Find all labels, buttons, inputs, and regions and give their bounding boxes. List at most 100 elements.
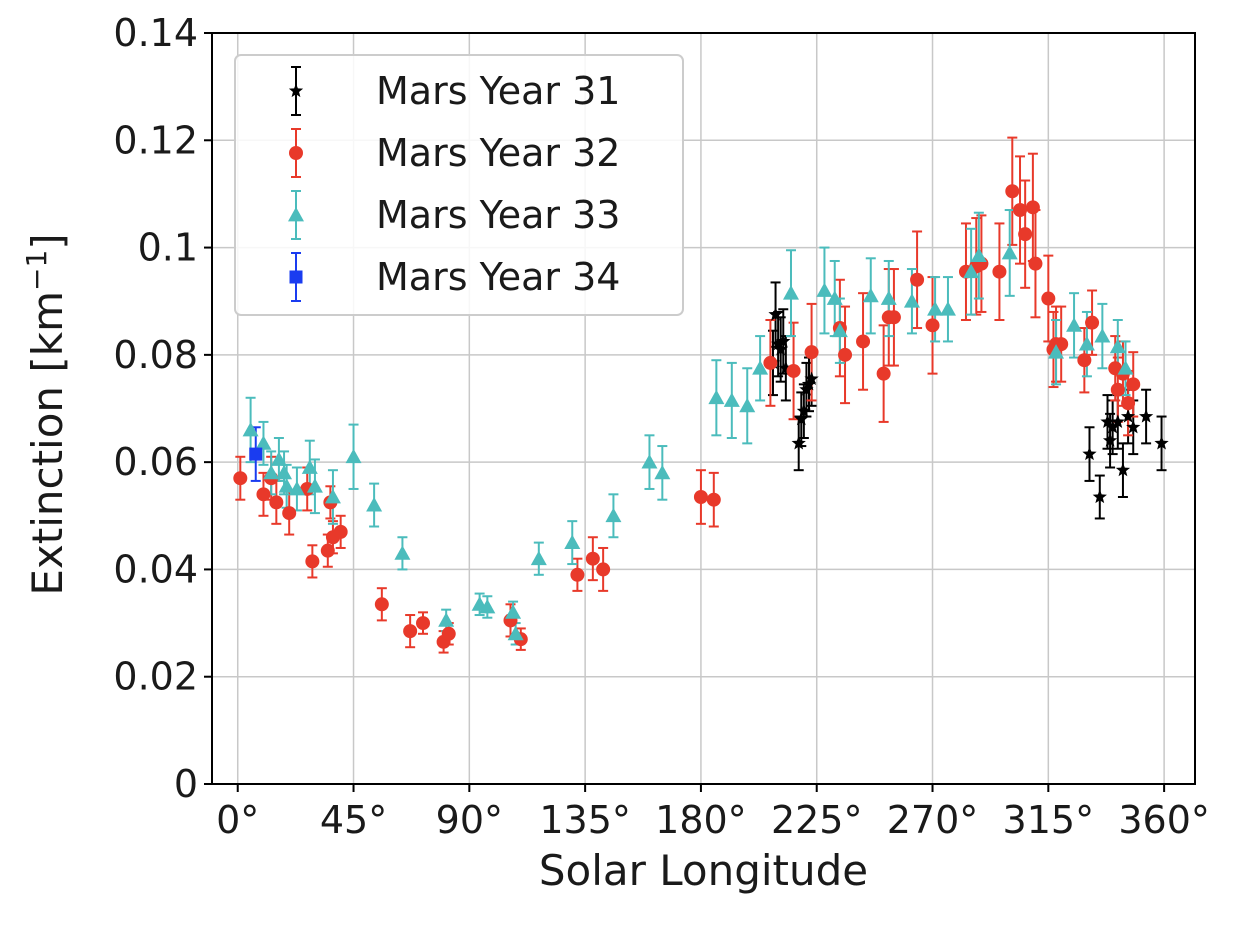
y-tick-label: 0.06 — [113, 440, 198, 484]
data-point — [826, 290, 843, 305]
data-point — [324, 489, 341, 504]
data-point — [776, 333, 791, 348]
data-point — [345, 448, 362, 464]
data-point — [1041, 291, 1056, 306]
legend-entry: Mars Year 33 — [288, 190, 620, 240]
data-point — [1109, 338, 1126, 354]
data-point — [394, 545, 411, 560]
data-point — [1082, 446, 1097, 461]
data-point — [1025, 200, 1040, 215]
data-point — [1117, 360, 1134, 375]
data-point — [706, 492, 721, 507]
marker-series — [242, 244, 1134, 641]
data-point — [1094, 328, 1111, 343]
data-point — [752, 360, 769, 375]
data-point — [570, 567, 585, 582]
y-tick-label: 0 — [174, 762, 198, 806]
data-point — [242, 421, 259, 437]
data-point — [1100, 414, 1115, 428]
legend-label: Mars Year 31 — [376, 69, 620, 113]
data-point — [530, 550, 547, 566]
y-axis-title: Extinction [km−1] — [20, 233, 72, 595]
data-point — [963, 263, 980, 279]
legend-box — [234, 54, 684, 316]
x-tick-label: 315° — [1003, 798, 1095, 842]
data-point — [276, 464, 293, 480]
data-point — [416, 616, 431, 631]
data-point — [282, 506, 297, 521]
legend-label: Mars Year 33 — [376, 193, 620, 237]
x-tick-label: 135° — [539, 798, 631, 842]
data-point — [263, 464, 280, 480]
data-point — [270, 451, 287, 466]
data-point — [856, 334, 871, 349]
legend-items: Mars Year 31 Mars Year 32 Mars Year 33 Mars… — [288, 66, 620, 302]
data-point — [374, 597, 389, 612]
data-point — [507, 625, 524, 641]
legend-marker — [288, 83, 304, 98]
data-point — [269, 495, 284, 510]
data-point — [1121, 396, 1136, 411]
y-tick-label: 0.1 — [138, 226, 198, 270]
y-axis-title-main: Extinction [km — [23, 291, 72, 596]
data-point — [925, 318, 940, 333]
x-tick-label: 0° — [216, 798, 259, 842]
data-point — [1028, 256, 1043, 271]
data-point — [782, 285, 799, 300]
data-point — [320, 543, 335, 558]
data-point — [585, 551, 600, 566]
data-point — [796, 403, 811, 418]
tick-layer: 0° 45° 90° 135° 180° 225° 270° 315° 360° 0 0.02 0.0… — [113, 11, 1209, 842]
legend-entry: Mars Year 32 — [289, 128, 620, 178]
data-point — [763, 355, 778, 370]
data-point — [804, 345, 819, 360]
x-tick-label: 45° — [320, 798, 387, 842]
data-point — [505, 604, 522, 619]
data-point — [301, 459, 318, 474]
data-point — [1078, 336, 1095, 351]
data-point — [816, 282, 833, 297]
data-point — [1013, 203, 1028, 218]
data-point — [1001, 244, 1018, 260]
data-point — [305, 554, 320, 569]
y-axis-title-suffix: ] — [23, 233, 72, 249]
data-point — [876, 366, 891, 381]
marker-series — [765, 307, 1169, 504]
data-point — [1077, 353, 1092, 368]
data-point — [255, 435, 272, 450]
data-point — [654, 464, 671, 480]
data-point — [1105, 419, 1120, 434]
x-tick-label: 180° — [655, 798, 747, 842]
data-point — [768, 307, 783, 321]
data-point — [791, 435, 806, 450]
legend-marker — [288, 207, 304, 222]
data-point — [862, 287, 879, 303]
data-point — [441, 626, 456, 641]
data-point — [1018, 227, 1033, 242]
data-point — [288, 480, 305, 496]
data-point — [278, 478, 295, 493]
x-axis-title: Solar Longitude — [539, 846, 868, 895]
data-point — [366, 497, 383, 512]
y-tick-label: 0.14 — [113, 11, 198, 55]
data-point — [1126, 377, 1141, 392]
data-point — [641, 454, 658, 469]
data-point — [564, 534, 581, 550]
data-point — [1138, 409, 1154, 423]
data-point — [249, 447, 263, 461]
legend-entry: Mars Year 34 — [289, 252, 620, 302]
data-point — [333, 524, 348, 539]
data-point — [1005, 184, 1020, 199]
data-point — [1048, 344, 1065, 359]
legend-entry: Mars Year 31 — [288, 66, 620, 116]
data-point — [1066, 317, 1083, 332]
y-tick-label: 0.02 — [113, 655, 198, 699]
data-point — [1092, 489, 1107, 504]
data-point — [256, 487, 271, 502]
data-point — [992, 264, 1007, 279]
data-point — [596, 562, 611, 577]
data-point — [773, 341, 788, 356]
data-point — [723, 392, 740, 407]
y-axis-title-superscript: −1 — [20, 250, 53, 291]
